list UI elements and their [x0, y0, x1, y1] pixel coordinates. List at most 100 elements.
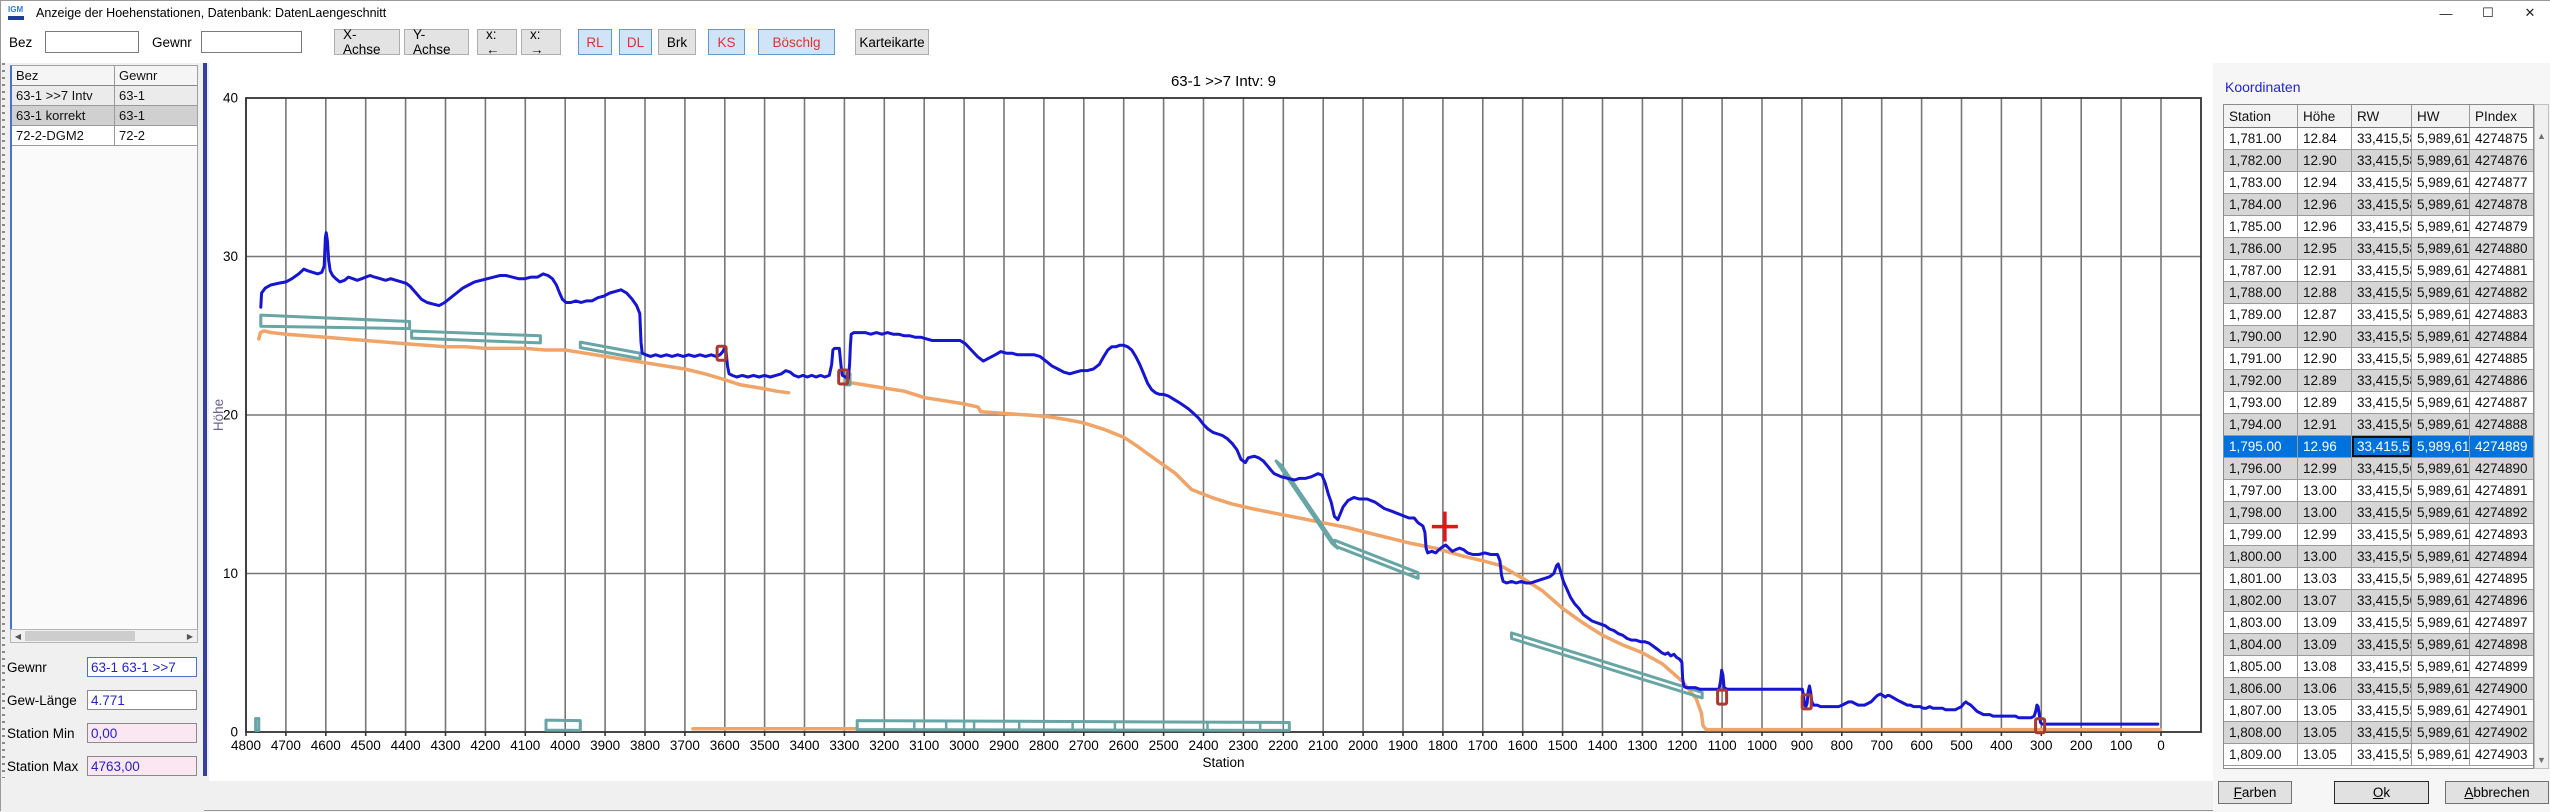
panel-splitter[interactable] — [203, 63, 207, 776]
svg-text:200: 200 — [2070, 738, 2093, 753]
scroll-right-icon[interactable]: ▶ — [183, 630, 197, 642]
maximize-button[interactable]: ☐ — [2467, 1, 2509, 25]
farben-button[interactable]: Farben — [2218, 781, 2292, 804]
bez-input[interactable] — [45, 31, 139, 53]
toolbar-button-karteikarte[interactable]: Karteikarte — [855, 29, 929, 55]
minimize-button[interactable]: — — [2425, 1, 2467, 25]
svg-text:3800: 3800 — [630, 738, 660, 753]
abbrechen-button[interactable]: Abbrechen — [2445, 781, 2549, 804]
svg-text:3200: 3200 — [869, 738, 899, 753]
app-icon: IGM — [8, 5, 28, 21]
station-max-label: Station Max — [7, 759, 78, 774]
scroll-left-icon[interactable]: ◀ — [11, 630, 25, 642]
svg-text:4500: 4500 — [351, 738, 381, 753]
station-max-field[interactable]: 4763,00 — [87, 756, 197, 776]
gewnr-label: Gewnr — [7, 660, 47, 675]
gewnr-input[interactable] — [201, 31, 302, 53]
toolbar-button-dl[interactable]: DL — [619, 29, 652, 55]
svg-text:400: 400 — [1990, 738, 2013, 753]
svg-text:4600: 4600 — [311, 738, 341, 753]
svg-text:3300: 3300 — [829, 738, 859, 753]
toolbar-button-b-schlg[interactable]: Böschlg — [758, 29, 835, 55]
list-header-gewnr[interactable]: Gewnr — [115, 66, 197, 85]
toolbar-button-x-[interactable]: x: ← — [477, 29, 517, 55]
svg-text:2100: 2100 — [1308, 738, 1338, 753]
close-button[interactable]: ✕ — [2509, 1, 2550, 25]
profile-list-hscrollbar[interactable]: ◀ ▶ — [10, 629, 198, 643]
svg-text:2400: 2400 — [1188, 738, 1218, 753]
coordinates-table-vscrollbar[interactable]: ▲ ▼ — [2534, 104, 2549, 769]
svg-text:3500: 3500 — [750, 738, 780, 753]
svg-text:3900: 3900 — [590, 738, 620, 753]
svg-text:4400: 4400 — [391, 738, 421, 753]
svg-text:3100: 3100 — [909, 738, 939, 753]
list-header-bez[interactable]: Bez — [12, 66, 115, 85]
scroll-up-icon[interactable]: ▲ — [2535, 131, 2548, 141]
gew-l-nge-field[interactable]: 4.771 — [87, 690, 197, 710]
svg-text:0: 0 — [230, 725, 238, 740]
ok-button[interactable]: Ok — [2334, 781, 2429, 804]
svg-text:2800: 2800 — [1029, 738, 1059, 753]
svg-text:1300: 1300 — [1627, 738, 1657, 753]
toolbar-button-y-achse[interactable]: Y-Achse — [404, 29, 469, 55]
station-min-label: Station Min — [7, 726, 75, 741]
scroll-down-icon[interactable]: ▼ — [2535, 755, 2548, 765]
svg-text:100: 100 — [2110, 738, 2133, 753]
window-title: Anzeige der Hoehenstationen, Datenbank: … — [36, 6, 386, 20]
toolbar-button-brk[interactable]: Brk — [658, 29, 696, 55]
svg-text:3400: 3400 — [789, 738, 819, 753]
toolbar-button-x-[interactable]: x: → — [521, 29, 561, 55]
svg-text:4100: 4100 — [510, 738, 540, 753]
gew-l-nge-label: Gew-Länge — [7, 693, 77, 708]
svg-text:4200: 4200 — [470, 738, 500, 753]
station-min-field[interactable]: 0,00 — [87, 723, 197, 743]
svg-text:Höhe: Höhe — [211, 399, 226, 431]
toolbar-button-x-achse[interactable]: X-Achse — [334, 29, 400, 55]
title-bar: IGM Anzeige der Hoehenstationen, Datenba… — [1, 1, 2550, 25]
svg-text:3000: 3000 — [949, 738, 979, 753]
hscroll-thumb[interactable] — [25, 631, 135, 641]
toolbar-button-ks[interactable]: KS — [708, 29, 745, 55]
gewnr-field[interactable]: 63-1 63-1 >>7 — [87, 657, 197, 677]
svg-text:1800: 1800 — [1428, 738, 1458, 753]
toolbar-button-rl[interactable]: RL — [578, 29, 612, 55]
